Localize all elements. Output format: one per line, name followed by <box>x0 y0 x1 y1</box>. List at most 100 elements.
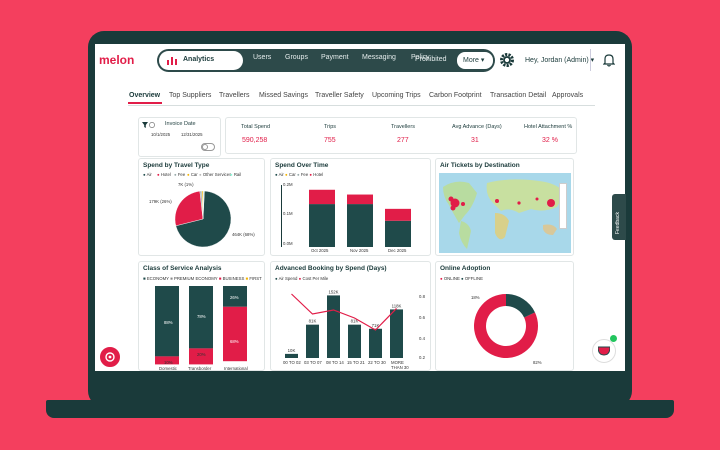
feedback-label: Feedback <box>615 212 621 234</box>
slice-label-online: 82% <box>533 360 542 365</box>
online-adoption-donut[interactable] <box>472 292 540 360</box>
nav-tab-prohibited[interactable]: Prohibited <box>415 56 447 63</box>
card-title: Advanced Booking by Spend (Days) <box>275 265 387 272</box>
bar-air[interactable] <box>309 204 335 247</box>
bar-air-spend[interactable] <box>327 295 340 358</box>
x-label: 15 TO 21 <box>347 360 365 365</box>
bar-economy[interactable] <box>189 286 213 349</box>
globe-icon[interactable] <box>149 122 155 128</box>
bar-value-label[interactable]: 81K <box>309 319 317 324</box>
card-class-of-service: Class of Service Analysis ■ ECONOMY ■ PR… <box>138 261 265 371</box>
map-marker <box>450 198 460 208</box>
bell-icon[interactable] <box>603 53 615 67</box>
right-axis-label: 0.8 <box>419 294 425 299</box>
donut-slice-offline[interactable] <box>506 294 535 318</box>
subtab-underline <box>128 102 162 104</box>
map-marker <box>517 201 521 205</box>
subtab-top-suppliers[interactable]: Top Suppliers <box>169 92 212 99</box>
bar-air[interactable] <box>385 220 411 247</box>
subtab-upcoming-trips[interactable]: Upcoming Trips <box>372 92 421 99</box>
card-online-adoption: Online Adoption ● ONLINE ● OFFLINE 18% 8… <box>435 261 574 371</box>
bar-business[interactable] <box>189 348 213 365</box>
kpi-value-travellers: 277 <box>397 137 409 144</box>
x-label: Transborder <box>188 366 212 371</box>
subtab-transaction-detail[interactable]: Transaction Detail <box>490 92 547 99</box>
donut-slice-online[interactable] <box>474 294 538 358</box>
legend-online: ONLINE <box>443 276 460 281</box>
map-marker <box>535 197 539 201</box>
destination-map[interactable] <box>439 173 571 253</box>
bar-air-spend[interactable] <box>306 324 319 358</box>
subtab-traveller-safety[interactable]: Traveller Safety <box>315 92 364 99</box>
subtab-travellers[interactable]: Travellers <box>219 92 250 99</box>
kpi-value-trips: 755 <box>324 137 336 144</box>
kpi-value-hotel-attachment: 32 % <box>542 137 558 144</box>
kpi-label-travellers: Travellers <box>391 124 415 130</box>
feedback-tab[interactable]: Feedback <box>612 194 626 240</box>
pie-slice-rail[interactable] <box>202 190 205 220</box>
bar-hotel[interactable] <box>309 189 335 205</box>
spend-over-time-bars[interactable] <box>301 179 421 247</box>
x-label: Dec 2025 <box>388 248 407 253</box>
slice-label-fee: 7K (1%) <box>178 182 194 187</box>
nav-tab-analytics[interactable]: Analytics <box>159 51 243 70</box>
assistant-button[interactable] <box>98 345 122 369</box>
bar-hotel[interactable] <box>385 208 411 221</box>
nav-tab-policy[interactable]: Policy <box>411 54 430 61</box>
subtab-carbon-footprint[interactable]: Carbon Footprint <box>429 92 482 99</box>
filter-to[interactable]: 12/31/2025 <box>181 132 203 137</box>
pie-slice-air[interactable] <box>175 190 232 248</box>
bar-label: 26% <box>230 295 239 300</box>
x-label: 00 TO 02 <box>283 360 301 365</box>
slider-handle[interactable] <box>202 144 208 150</box>
invoice-date-filter[interactable]: Invoice Date 10/1/2025 12/31/2025 <box>138 117 221 157</box>
right-axis-label: 0.2 <box>419 355 425 360</box>
app-logo[interactable]: melon <box>99 53 135 67</box>
bar-air-spend[interactable] <box>348 324 361 358</box>
bar-air-spend[interactable] <box>390 309 403 358</box>
bar-value-label[interactable]: 152K <box>328 289 338 294</box>
bar-value-label[interactable]: 71K <box>372 323 380 328</box>
card-spend-over-time: Spend Over Time ● Air ● Car ● Fee ● Hote… <box>270 158 431 256</box>
subtab-missed-savings[interactable]: Missed Savings <box>259 92 309 99</box>
bar-economy[interactable] <box>155 286 179 357</box>
melon-chat-button[interactable] <box>592 339 616 363</box>
bar-air-spend[interactable] <box>285 353 298 358</box>
bar-air[interactable] <box>347 204 373 247</box>
nav-tab-groups[interactable]: Groups <box>285 54 308 61</box>
legend-air: Air <box>146 172 152 177</box>
bar-business[interactable] <box>223 306 247 362</box>
subtab-overview[interactable]: Overview <box>129 92 161 99</box>
watermelon-icon <box>598 346 610 356</box>
user-menu[interactable]: Hey, Jordan (Admin) ▾ <box>525 57 595 64</box>
bar-value-label[interactable]: 81K <box>351 319 359 324</box>
legend-first: FIRST <box>249 276 262 281</box>
pie-slice-hotel[interactable] <box>174 190 204 227</box>
bar-air-spend[interactable] <box>369 328 382 358</box>
legend-air: Air <box>278 172 284 177</box>
bar-hotel[interactable] <box>347 194 373 205</box>
travel-type-pie[interactable] <box>173 189 233 249</box>
laptop-base <box>46 400 674 418</box>
bar-value-label[interactable]: 10K <box>288 348 296 353</box>
filter-icon[interactable] <box>142 122 148 128</box>
gear-icon[interactable] <box>499 52 515 68</box>
card-title: Air Tickets by Destination <box>440 162 520 169</box>
map-zoom-controls[interactable] <box>559 183 567 229</box>
card-air-tickets: Air Tickets by Destination <box>435 158 574 256</box>
more-button[interactable]: More ▾ <box>457 52 493 69</box>
nav-tab-messaging[interactable]: Messaging <box>362 54 396 61</box>
date-slider[interactable] <box>201 143 215 151</box>
nav-tab-payment[interactable]: Payment <box>321 54 349 61</box>
subtab-approvals[interactable]: Approvals <box>552 92 584 99</box>
bar-label: 78% <box>197 314 206 319</box>
class-of-service-bars[interactable] <box>147 286 259 366</box>
cost-per-mile-line[interactable] <box>291 293 397 331</box>
advanced-booking-chart[interactable]: 10K 81K 152K 81K 71K 118K <box>279 284 407 358</box>
bar-value-label[interactable]: 118K <box>392 303 402 308</box>
bar-business[interactable] <box>155 356 179 365</box>
kpi-strip: Total Spend 590,258 Trips 755 Travellers… <box>225 117 577 154</box>
bar-economy[interactable] <box>223 286 247 307</box>
filter-from[interactable]: 10/1/2025 <box>151 132 171 137</box>
nav-tab-users[interactable]: Users <box>253 54 272 61</box>
